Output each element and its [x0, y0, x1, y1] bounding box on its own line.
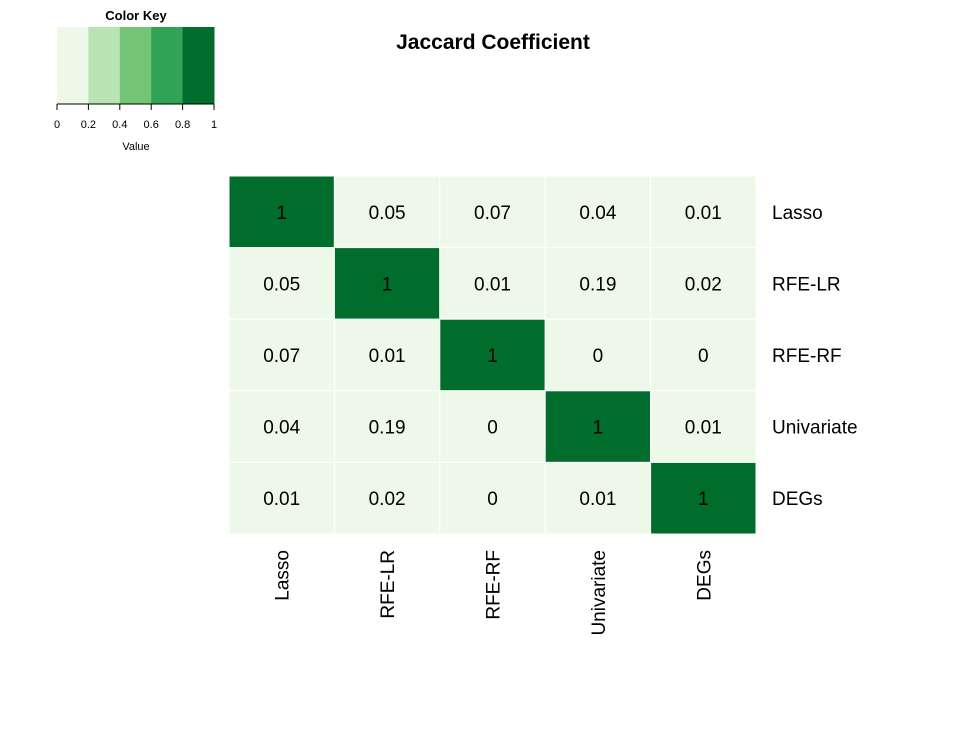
column-label: DEGs [694, 550, 715, 601]
heatmap-cell [544, 175, 652, 249]
heatmap-cell [228, 247, 335, 320]
heatmap-cell-label: 1 [382, 274, 393, 295]
heatmap-cell [544, 390, 652, 463]
color-key-tick-label: 0.8 [175, 119, 190, 131]
heatmap-cell [650, 318, 757, 392]
color-key-swatches [57, 27, 215, 104]
row-label: DEGs [772, 489, 823, 510]
heatmap-cell [333, 175, 441, 249]
heatmap-cell-label: 0.01 [685, 203, 722, 224]
column-label: Lasso [273, 550, 294, 601]
row-label: Univariate [772, 418, 858, 439]
heatmap-cell [439, 390, 546, 463]
heatmap-cell [439, 318, 546, 392]
heatmap-cell-label: 1 [276, 203, 287, 224]
heatmap-cell [333, 390, 441, 463]
heatmap-cell [544, 247, 652, 320]
heatmap-cell [650, 461, 757, 535]
heatmap-cell [650, 390, 757, 463]
heatmap-cell-label: 0 [487, 489, 498, 510]
heatmap-cell [650, 247, 757, 320]
color-key-swatch [57, 27, 89, 104]
row-label: Lasso [772, 203, 823, 224]
row-label: RFE-RF [772, 346, 842, 367]
heatmap-cells [228, 175, 757, 535]
heatmap-cell-label: 0.19 [369, 418, 406, 439]
column-labels: Lasso RFE-LR RFE-RF Univariate DEGs [273, 550, 716, 636]
color-key-tick-label: 1 [211, 119, 217, 131]
heatmap-cell [439, 461, 546, 535]
heatmap-cell-label: 0.01 [263, 489, 300, 510]
heatmap-cell [228, 318, 335, 392]
heatmap-cell [544, 461, 652, 535]
color-key-tick-label: 0 [54, 119, 60, 131]
row-label: RFE-LR [772, 274, 841, 295]
heatmap-cell-label: 0.01 [685, 418, 722, 439]
heatmap-cell-label: 0 [487, 418, 498, 439]
chart-title: Jaccard Coefficient [396, 31, 590, 54]
heatmap-cell-label: 0.01 [579, 489, 616, 510]
heatmap-cell [333, 461, 441, 535]
heatmap-cell-label: 0.07 [263, 346, 300, 367]
color-key-title: Color Key [105, 8, 167, 23]
heatmap-cell-label: 1 [487, 346, 498, 367]
color-key-swatch [151, 27, 184, 104]
column-label: Univariate [589, 550, 610, 636]
heatmap-cell [228, 461, 335, 535]
heatmap-cell-label: 0.05 [263, 274, 300, 295]
heatmap-cell [333, 318, 441, 392]
color-key-tick-label: 0.2 [81, 119, 96, 131]
heatmap-cell-labels: 1 0.05 0.07 0.04 0.01 0.05 1 0.01 0.19 0.02 0.07 0.… [263, 203, 722, 510]
heatmap-cell-label: 0.04 [263, 418, 300, 439]
color-key-tick-label: 0.6 [144, 119, 159, 131]
heatmap-cell-label: 0.01 [369, 346, 406, 367]
color-key-tick-label: 0.4 [112, 119, 127, 131]
heatmap-cell [228, 390, 335, 463]
column-label: RFE-LR [378, 550, 399, 619]
heatmap-cell-label: 0.19 [579, 274, 616, 295]
row-labels: Lasso RFE-LR RFE-RF Univariate DEGs [772, 203, 858, 510]
heatmap-cell-label: 0.04 [579, 203, 616, 224]
color-key: Color Key 0 0.2 0.4 0.6 0.8 1 Value [54, 8, 217, 153]
heatmap-cell-label: 0.01 [474, 274, 511, 295]
heatmap-cell-label: 1 [593, 418, 604, 439]
heatmap-cell-label: 0 [593, 346, 604, 367]
heatmap-cell-label: 1 [698, 489, 709, 510]
heatmap-cell-label: 0 [698, 346, 709, 367]
heatmap-cell-label: 0.02 [369, 489, 406, 510]
heatmap-cell [650, 175, 757, 249]
color-key-ticks: 0 0.2 0.4 0.6 0.8 1 [54, 103, 217, 131]
heatmap-cell-label: 0.02 [685, 274, 722, 295]
color-key-swatch [119, 27, 152, 104]
column-label: RFE-RF [484, 550, 505, 620]
color-key-swatch [182, 27, 215, 104]
heatmap-cell [544, 318, 652, 392]
color-key-axis-label: Value [122, 141, 149, 153]
color-key-swatch [88, 27, 121, 104]
heatmap-cell-label: 0.07 [474, 203, 511, 224]
heatmap-cell [439, 175, 546, 249]
heatmap-cell-label: 0.05 [369, 203, 406, 224]
